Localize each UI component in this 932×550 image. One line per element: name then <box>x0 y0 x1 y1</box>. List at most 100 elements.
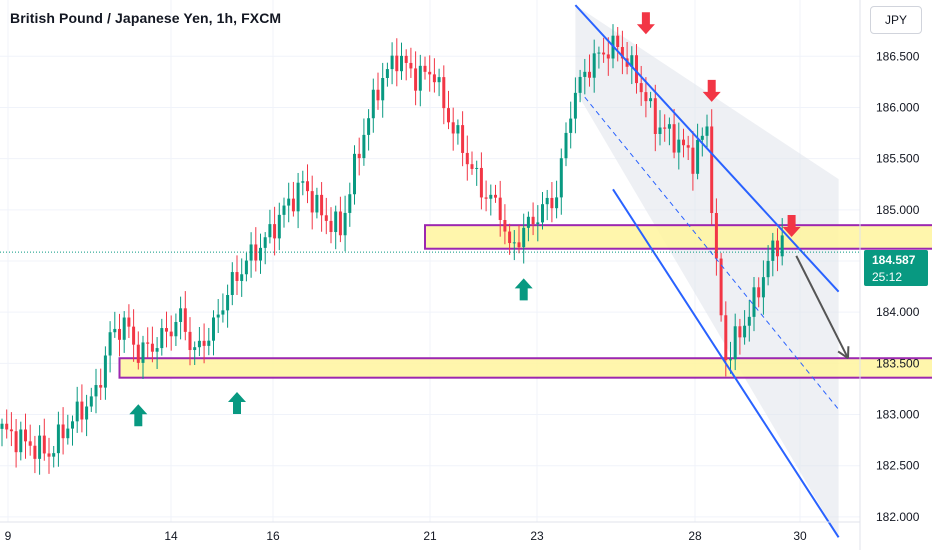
candle-body <box>230 272 234 295</box>
candle-body <box>663 127 667 129</box>
candle-body <box>324 215 328 221</box>
y-tick-label: 184.000 <box>876 305 920 319</box>
candle-body <box>174 321 178 337</box>
buy-signal-arrow-icon <box>514 278 533 301</box>
candle-body <box>334 211 338 233</box>
projection-arrow[interactable] <box>795 255 850 360</box>
y-tick-label: 183.000 <box>876 408 920 422</box>
candle-body <box>103 355 107 388</box>
candle-body <box>536 222 540 225</box>
candle-body <box>517 242 521 248</box>
candle-body <box>672 124 676 153</box>
candle-body <box>616 35 620 47</box>
x-tick-label: 21 <box>423 529 437 543</box>
candle-body <box>193 347 197 351</box>
candle-body <box>498 197 502 220</box>
candle-body <box>353 153 356 195</box>
candle-body <box>766 260 770 278</box>
candles <box>0 24 784 475</box>
candle-body <box>606 54 610 59</box>
candle-body <box>56 424 60 454</box>
candle-body <box>771 240 775 261</box>
candle-body <box>550 197 554 209</box>
candle-body <box>66 428 70 439</box>
candle-body <box>80 401 84 420</box>
candle-body <box>362 134 366 159</box>
candle-body <box>320 194 324 216</box>
candle-body <box>132 326 136 345</box>
candle-body <box>564 132 568 159</box>
candle-body <box>686 145 690 148</box>
candle-body <box>5 423 9 430</box>
candle-body <box>658 127 662 135</box>
candle-body <box>315 194 319 213</box>
candle-body <box>437 77 441 83</box>
candle-body <box>71 421 74 429</box>
candle-body <box>385 69 389 78</box>
candle-body <box>150 343 154 352</box>
price-zone-2 <box>118 357 932 379</box>
candle-body <box>136 344 140 363</box>
candle-body <box>216 314 220 318</box>
candle-body <box>381 77 385 101</box>
candle-body <box>700 135 704 140</box>
candle-body <box>522 227 526 248</box>
candle-body <box>644 92 648 102</box>
x-tick-label: 30 <box>793 529 807 543</box>
candle-body <box>0 423 4 429</box>
candle-body <box>169 331 173 337</box>
candle-body <box>273 224 277 239</box>
candle-body <box>541 204 544 223</box>
candle-body <box>235 272 239 281</box>
candle-body <box>578 76 582 93</box>
candle-body <box>494 194 497 198</box>
candle-body <box>371 89 375 119</box>
candle-body <box>282 205 286 215</box>
candle-body <box>409 62 413 69</box>
candle-body <box>263 237 267 248</box>
descending-channel[interactable] <box>574 4 840 538</box>
candle-body <box>682 139 685 146</box>
candle-body <box>338 211 342 236</box>
buy-signal-arrow-icon <box>228 392 246 415</box>
candle-body <box>461 125 465 153</box>
grid <box>0 0 860 522</box>
candle-body <box>583 71 587 77</box>
candle-body <box>696 139 700 174</box>
candle-body <box>465 152 469 165</box>
candle-body <box>432 74 436 83</box>
y-tick-label: 186.500 <box>876 49 920 63</box>
channel-fill <box>575 5 839 538</box>
support-resistance-zones[interactable] <box>118 224 932 379</box>
candle-body <box>503 219 507 232</box>
candle-body <box>376 89 380 101</box>
candle-body <box>526 216 530 228</box>
candle-body <box>475 167 479 169</box>
candle-body <box>38 435 42 459</box>
candle-body <box>343 212 347 236</box>
candle-body <box>559 158 563 198</box>
channel-shading <box>575 5 839 538</box>
candle-body <box>301 181 305 183</box>
candle-body <box>761 277 765 298</box>
candle-body <box>221 310 225 315</box>
candle-body <box>569 118 573 133</box>
candle-body <box>428 71 432 75</box>
candle-body <box>207 340 211 346</box>
candle-body <box>752 287 756 317</box>
candle-body <box>714 213 718 259</box>
candle-body <box>89 396 93 407</box>
y-tick-label: 183.500 <box>876 356 920 370</box>
candle-body <box>310 191 314 213</box>
candle-body <box>306 181 309 192</box>
candle-body <box>620 46 624 59</box>
candle-body <box>400 55 403 72</box>
y-tick-label: 185.000 <box>876 203 920 217</box>
candle-body <box>738 326 742 338</box>
currency-selector[interactable]: JPY <box>870 6 922 34</box>
candle-body <box>470 164 474 169</box>
last-price-value: 184.587 <box>872 253 916 267</box>
candle-body <box>667 124 671 129</box>
